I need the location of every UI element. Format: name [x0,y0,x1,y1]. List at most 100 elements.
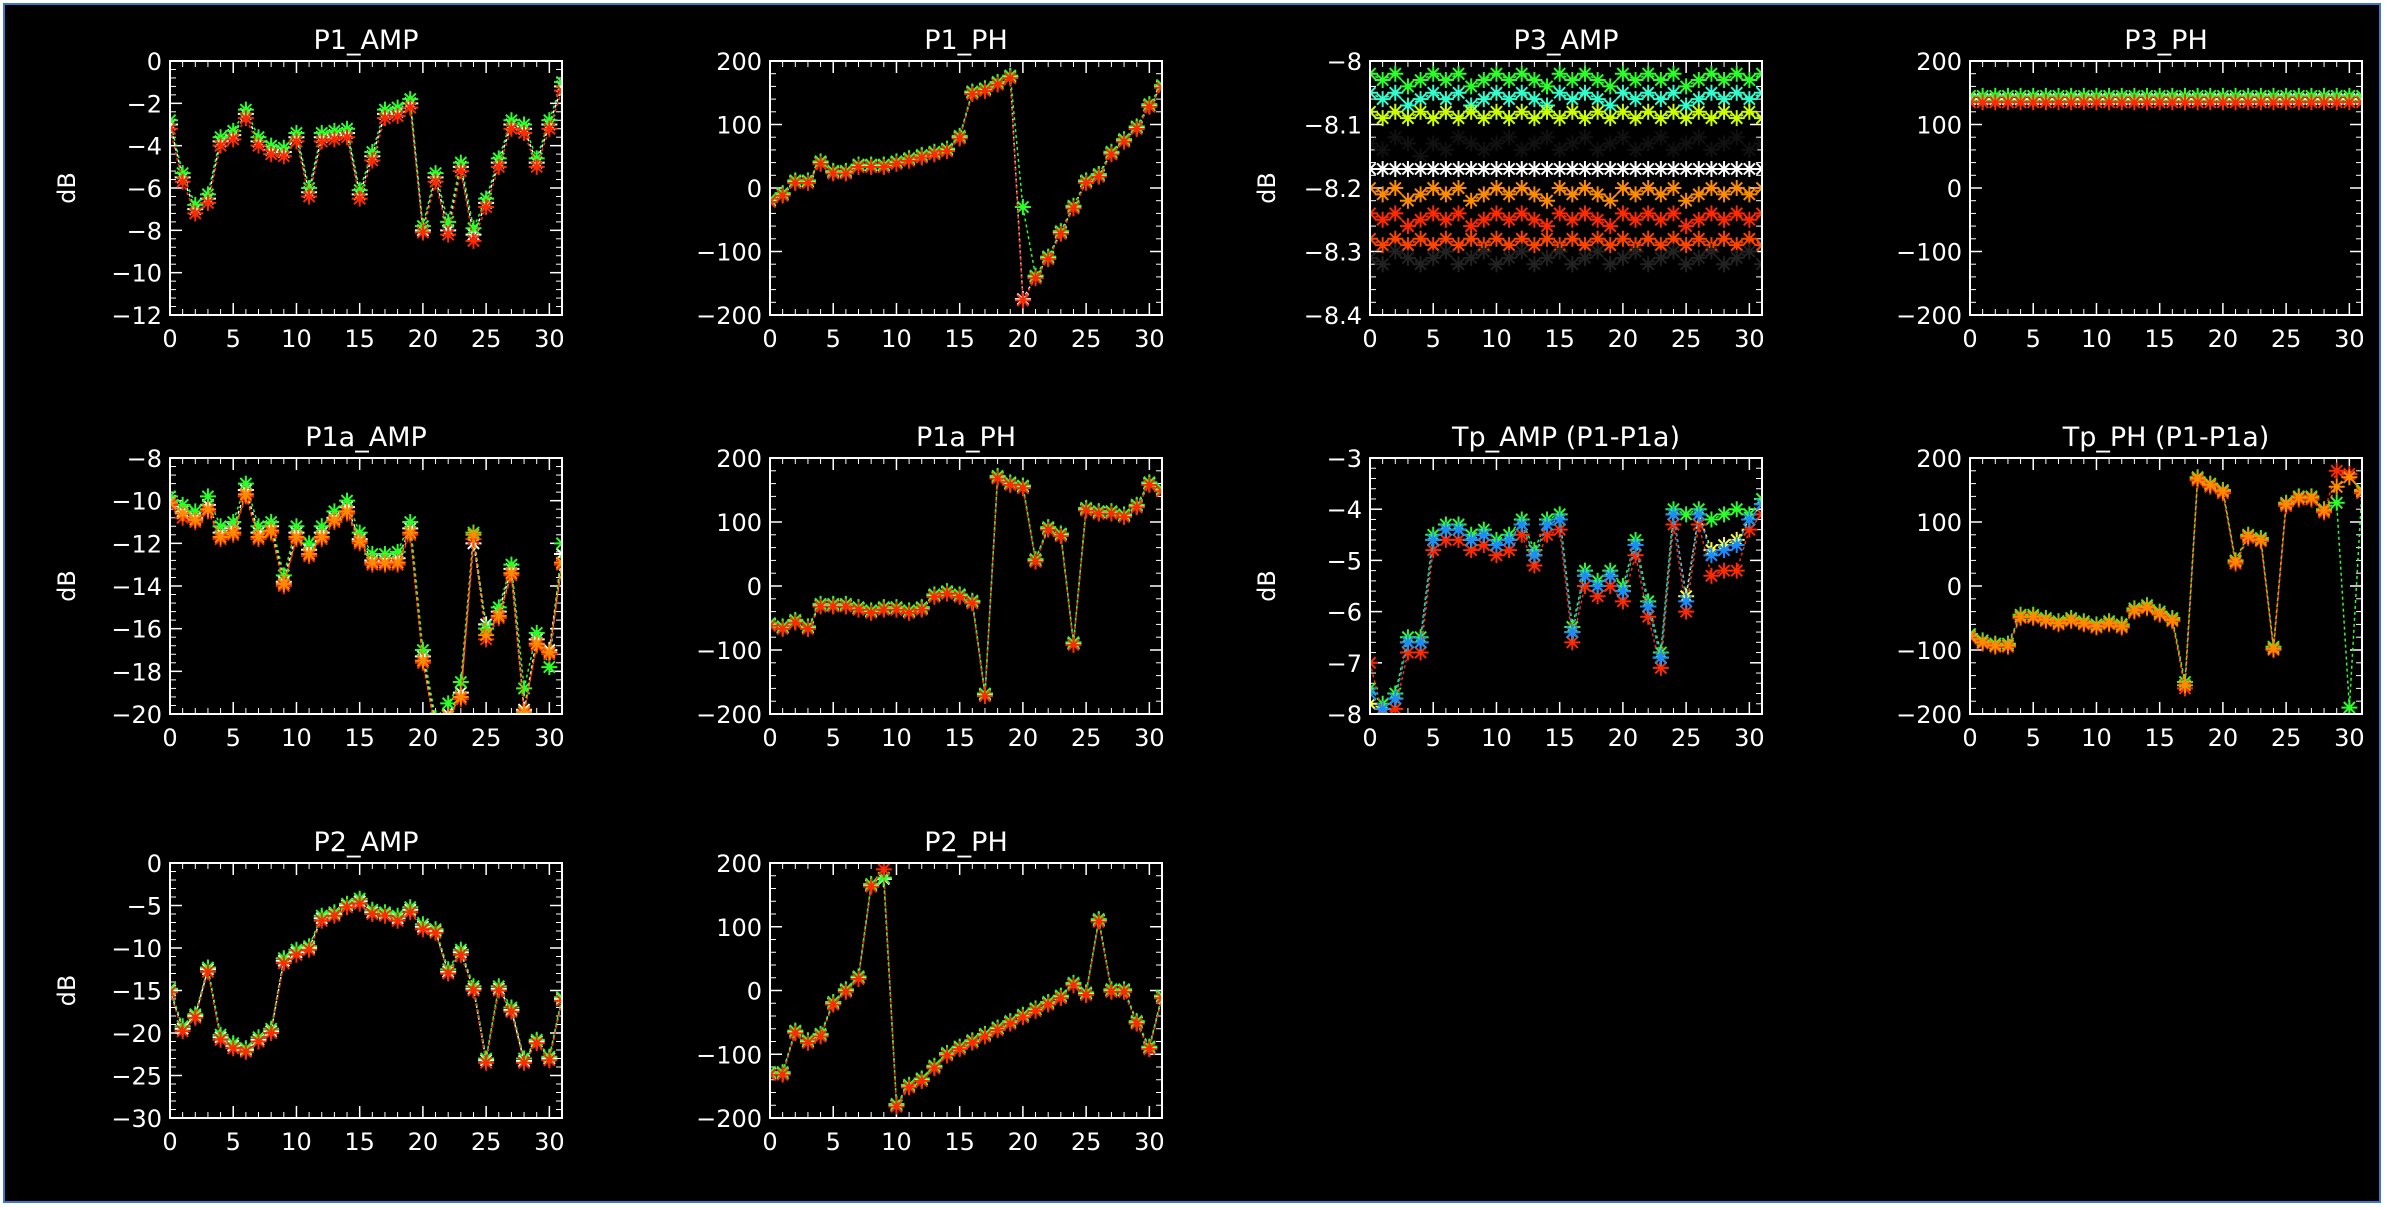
data-point [275,148,292,165]
data-point [1501,186,1518,203]
y-tick-label: −100 [1896,239,1962,267]
chart-panel: Tp_AMP (P1-P1a) dB 0 5 10 15 20 25 30 −3 −4 −5 −6 −7 −… [1253,422,1765,752]
data-point [351,533,368,550]
data-point [2341,94,2358,111]
data-point [1589,103,1606,120]
data-point [326,907,343,924]
data-point [1640,103,1657,120]
axes-frame [1369,457,1763,715]
data-point [1640,205,1657,222]
y-tick-label: −100 [696,1041,762,1069]
data-point [875,159,892,176]
y-tick-label: 200 [716,445,762,473]
data-point [1501,542,1518,559]
data-point [1425,110,1442,127]
data-point [1090,913,1107,930]
data-point [1716,91,1733,108]
data-point [1539,218,1556,235]
data-point [2063,611,2080,628]
x-tick-label: 30 [1134,1128,1165,1156]
data-point [1589,91,1606,108]
data-point [1678,237,1695,254]
data-point [1450,531,1467,548]
data-point [1728,562,1745,579]
data-point [1513,65,1530,82]
data-point [1652,249,1669,266]
x-tick-label: 5 [1426,724,1441,752]
series-group [170,890,562,1071]
x-tick-label: 5 [826,325,841,353]
data-point [1614,160,1631,177]
x-tick-label: 15 [2144,724,2175,752]
data-point [1526,237,1543,254]
data-point [1741,91,1758,108]
chart-title: P2_PH [924,827,1008,858]
data-point [1399,192,1416,209]
data-point [250,137,267,154]
data-point [1526,160,1543,177]
data-point [1399,237,1416,254]
chart-title: P2_AMP [313,827,418,858]
data-point [1374,700,1391,714]
x-tick-label: 5 [226,325,241,353]
data-point [1627,91,1644,108]
data-point [1614,129,1631,146]
chart-panel: P1a_AMP dB 0 5 10 15 20 25 30 −8 −10 −12 −14 −16 −18 −2… [53,422,565,752]
data-point [1640,256,1657,273]
data-point [1652,129,1669,146]
data-point [1741,141,1758,158]
data-point [1387,84,1404,101]
data-point [1501,91,1518,108]
data-point [1539,129,1556,146]
data-point [1425,160,1442,177]
x-tick-label: 10 [281,1128,312,1156]
data-point [351,182,368,199]
data-point [478,627,495,644]
data-point [901,604,918,621]
data-point [1488,65,1505,82]
data-point [1678,97,1695,114]
data-point [2101,94,2118,111]
data-point [1374,91,1391,108]
data-point [1589,578,1606,594]
data-point [1103,505,1120,522]
data-point [1475,160,1492,177]
y-tick-label: −200 [696,1105,762,1133]
data-point [1665,84,1682,101]
axes-frame [169,60,563,316]
data-point [976,82,993,99]
data-point [1387,103,1404,120]
x-tick-label: 5 [826,724,841,752]
data-point [2126,94,2143,111]
data-point [1602,97,1619,114]
data-point [1488,135,1505,152]
data-point [1437,521,1454,538]
data-point [187,205,204,222]
data-point [1551,521,1568,538]
data-point [1513,141,1530,158]
data-point [364,546,381,562]
data-point [2227,94,2244,111]
y-tick-label: −20 [111,701,162,729]
data-point [2202,476,2219,493]
data-point [402,91,419,108]
x-tick-label: 15 [344,1128,375,1156]
data-point [837,983,854,1000]
data-point [199,488,216,505]
data-point [427,173,444,190]
data-point [1103,146,1120,163]
data-point [478,1054,495,1071]
data-point [1437,72,1454,89]
x-tick-label: 15 [344,325,375,353]
data-point [1475,91,1492,108]
data-point [427,165,444,182]
data-point [1728,501,1745,518]
data-point [516,116,533,133]
data-point [1678,192,1695,209]
data-point [1437,186,1454,203]
data-point [1078,986,1095,1003]
data-point [1589,160,1606,177]
data-point [288,133,305,150]
data-point [1387,160,1404,177]
axes-frame [1969,60,2363,316]
